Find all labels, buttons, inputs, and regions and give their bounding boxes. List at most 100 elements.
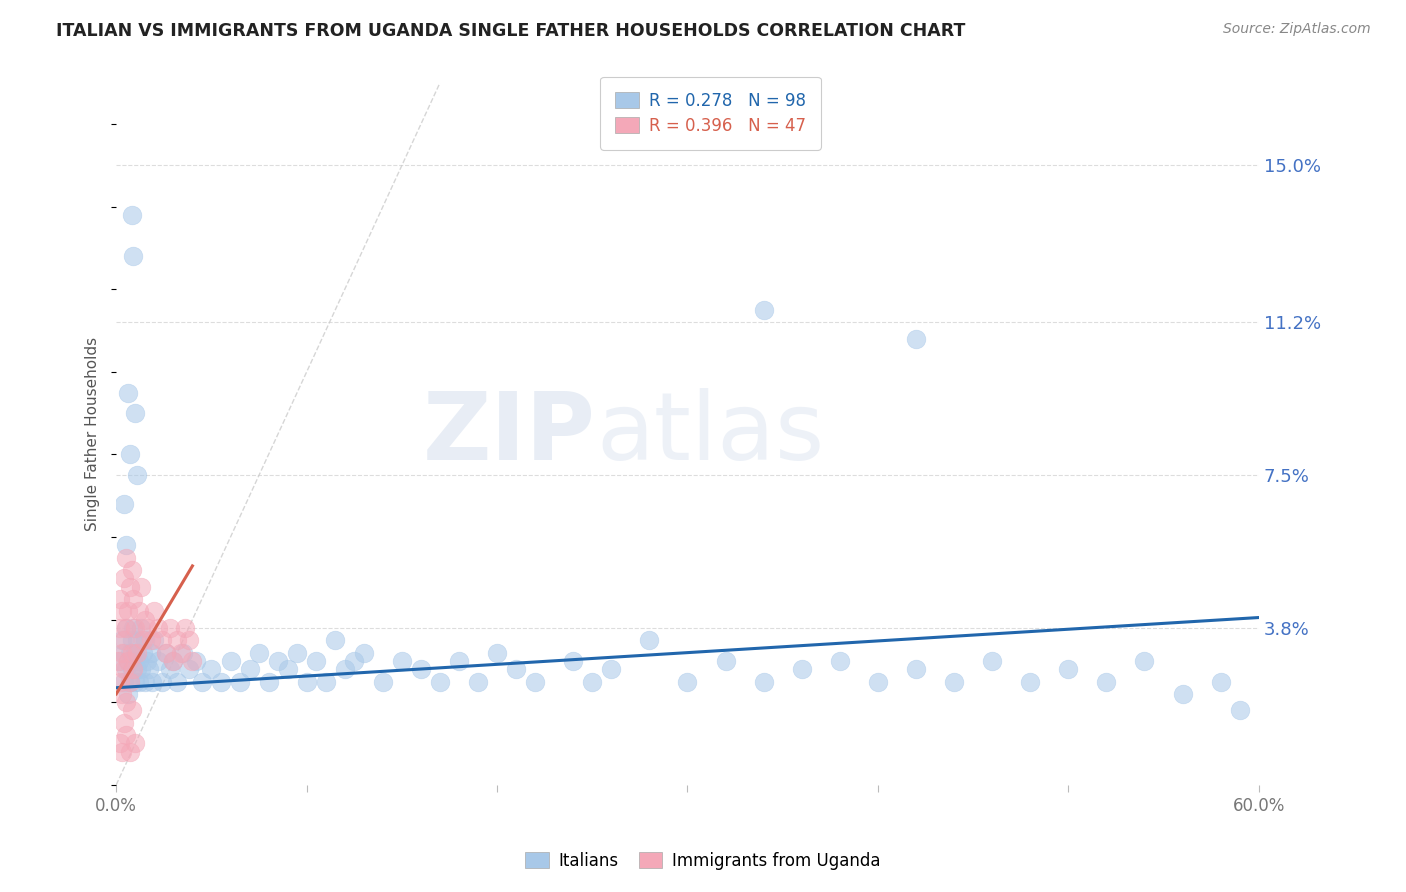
Point xyxy=(159,621,181,635)
Point xyxy=(159,662,181,676)
Point xyxy=(108,736,131,750)
Point xyxy=(112,646,135,660)
Point xyxy=(166,633,188,648)
Point xyxy=(127,662,149,676)
Point xyxy=(1133,654,1156,668)
Point xyxy=(117,687,139,701)
Point xyxy=(114,550,136,565)
Text: ZIP: ZIP xyxy=(423,388,596,480)
Point xyxy=(112,715,135,730)
Point xyxy=(1209,674,1232,689)
Point xyxy=(447,654,470,668)
Point xyxy=(267,654,290,668)
Point xyxy=(305,654,328,668)
Point xyxy=(114,662,136,676)
Point xyxy=(111,745,134,759)
Point xyxy=(219,654,242,668)
Point xyxy=(371,674,394,689)
Point xyxy=(121,208,143,222)
Point xyxy=(333,662,356,676)
Point xyxy=(121,703,143,717)
Point xyxy=(752,302,775,317)
Point xyxy=(124,406,146,420)
Point xyxy=(128,654,150,668)
Point xyxy=(177,662,200,676)
Point xyxy=(162,654,184,668)
Point xyxy=(122,654,145,668)
Point xyxy=(129,621,152,635)
Point xyxy=(118,674,141,689)
Point xyxy=(229,674,252,689)
Point xyxy=(134,613,156,627)
Point xyxy=(112,662,135,676)
Point xyxy=(181,654,204,668)
Point xyxy=(111,687,134,701)
Point xyxy=(128,604,150,618)
Point xyxy=(114,695,136,709)
Point xyxy=(129,662,152,676)
Point xyxy=(124,736,146,750)
Point xyxy=(285,646,308,660)
Point xyxy=(122,621,145,635)
Text: ITALIAN VS IMMIGRANTS FROM UGANDA SINGLE FATHER HOUSEHOLDS CORRELATION CHART: ITALIAN VS IMMIGRANTS FROM UGANDA SINGLE… xyxy=(56,22,966,40)
Point xyxy=(117,385,139,400)
Point xyxy=(112,497,135,511)
Point xyxy=(139,646,162,660)
Point xyxy=(117,654,139,668)
Legend: R = 0.278   N = 98, R = 0.396   N = 47: R = 0.278 N = 98, R = 0.396 N = 47 xyxy=(600,77,821,150)
Point xyxy=(124,646,146,660)
Point xyxy=(200,662,222,676)
Point xyxy=(600,662,623,676)
Point xyxy=(128,674,150,689)
Point xyxy=(117,654,139,668)
Point xyxy=(127,646,149,660)
Point xyxy=(134,674,156,689)
Point xyxy=(409,662,432,676)
Point xyxy=(186,654,208,668)
Point xyxy=(209,674,232,689)
Legend: Italians, Immigrants from Uganda: Italians, Immigrants from Uganda xyxy=(519,846,887,877)
Point xyxy=(146,621,169,635)
Point xyxy=(118,447,141,461)
Point xyxy=(467,674,489,689)
Point xyxy=(162,654,184,668)
Point xyxy=(1229,703,1251,717)
Point xyxy=(943,674,966,689)
Point xyxy=(121,646,143,660)
Point xyxy=(127,468,149,483)
Point xyxy=(486,646,509,660)
Point xyxy=(121,633,143,648)
Point xyxy=(1095,674,1118,689)
Point xyxy=(138,662,160,676)
Text: atlas: atlas xyxy=(596,388,824,480)
Point xyxy=(122,249,145,263)
Point xyxy=(1057,662,1080,676)
Point xyxy=(429,674,451,689)
Point xyxy=(505,662,527,676)
Point xyxy=(752,674,775,689)
Point xyxy=(134,633,156,648)
Point xyxy=(121,662,143,676)
Point xyxy=(122,591,145,606)
Point xyxy=(143,604,166,618)
Point xyxy=(114,538,136,552)
Point xyxy=(155,646,177,660)
Point xyxy=(828,654,851,668)
Point xyxy=(315,674,337,689)
Point xyxy=(173,621,195,635)
Point xyxy=(112,633,135,648)
Point xyxy=(118,646,141,660)
Point xyxy=(112,674,135,689)
Point xyxy=(121,563,143,577)
Point xyxy=(1019,674,1042,689)
Point xyxy=(343,654,366,668)
Point xyxy=(114,621,136,635)
Point xyxy=(172,646,194,660)
Point xyxy=(107,654,129,668)
Point xyxy=(114,621,136,635)
Point xyxy=(714,654,737,668)
Point xyxy=(790,662,813,676)
Point xyxy=(124,621,146,635)
Point xyxy=(118,580,141,594)
Point xyxy=(1171,687,1194,701)
